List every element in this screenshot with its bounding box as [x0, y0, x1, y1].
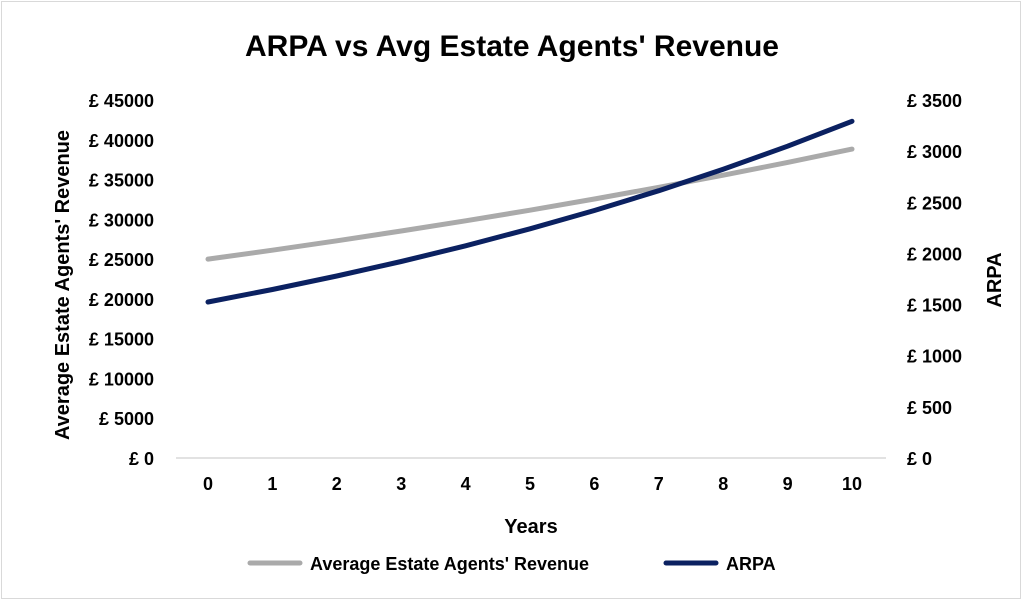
y-tick-right: £ 2500: [907, 193, 962, 213]
y-tick-left: £ 10000: [89, 369, 154, 389]
y-tick-left: £ 15000: [89, 330, 154, 350]
y-tick-right: £ 1000: [907, 347, 962, 367]
y-tick-left: £ 40000: [89, 131, 154, 151]
x-tick: 3: [396, 474, 406, 494]
x-tick: 1: [267, 474, 277, 494]
y-tick-left: £ 45000: [89, 91, 154, 111]
y-tick-right: £ 3500: [907, 91, 962, 111]
legend: Average Estate Agents' Revenue ARPA: [247, 554, 776, 574]
x-tick: 10: [842, 474, 862, 494]
x-tick: 5: [525, 474, 535, 494]
y-tick-left: £ 5000: [99, 409, 154, 429]
x-tick: 8: [718, 474, 728, 494]
x-tick: 2: [332, 474, 342, 494]
y-tick-left: £ 0: [129, 449, 154, 469]
chart-title: ARPA vs Avg Estate Agents' Revenue: [245, 30, 779, 63]
x-tick: 6: [589, 474, 599, 494]
y-tick-right: £ 0: [907, 449, 932, 469]
y-tick-left: £ 25000: [89, 250, 154, 270]
y-tick-left: £ 35000: [89, 171, 154, 191]
y-tick-right: £ 500: [907, 398, 952, 418]
x-tick: 9: [783, 474, 793, 494]
legend-label-revenue: Average Estate Agents' Revenue: [310, 554, 589, 574]
y-axis-label-right: ARPA: [984, 252, 1006, 307]
y-tick-right: £ 1500: [907, 296, 962, 316]
y-tick-right: £ 3000: [907, 142, 962, 162]
x-axis-label: Years: [504, 516, 557, 538]
series-line-arpa: [205, 118, 855, 305]
y-tick-left: £ 30000: [89, 210, 154, 230]
series-line-revenue: [205, 146, 855, 262]
x-tick: 7: [654, 474, 664, 494]
y-tick-left: £ 20000: [89, 290, 154, 310]
x-tick: 0: [203, 474, 213, 494]
legend-label-arpa: ARPA: [726, 554, 776, 574]
y-tick-right: £ 2000: [907, 244, 962, 264]
x-tick: 4: [461, 474, 471, 494]
y-axis-label-left: Average Estate Agents' Revenue: [52, 130, 74, 440]
